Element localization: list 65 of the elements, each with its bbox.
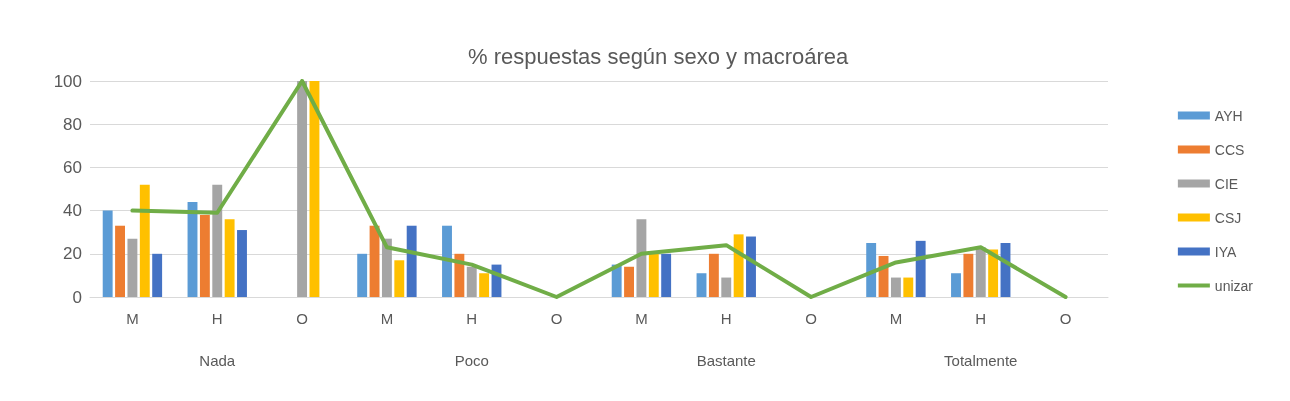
- bar: [127, 238, 138, 297]
- x-tick-label: M: [126, 310, 139, 327]
- text: Nada: [199, 352, 236, 369]
- bar: [442, 225, 452, 297]
- bar: [237, 230, 247, 297]
- bar: [102, 210, 113, 297]
- x-tick-label: M: [635, 310, 648, 327]
- text: Totalmente: [944, 352, 1018, 369]
- bar: [394, 260, 405, 297]
- legend-label: CIE: [1214, 175, 1239, 192]
- x-tick-label: H: [466, 310, 478, 327]
- bar: [381, 238, 392, 297]
- bar: [636, 219, 647, 297]
- bar: [406, 225, 417, 297]
- bar: [115, 225, 125, 297]
- legend-label: IYA: [1214, 243, 1238, 260]
- text: Poco: [454, 352, 489, 369]
- bar: [152, 253, 163, 297]
- bar: [199, 214, 210, 297]
- y-tick-label: 0: [72, 287, 82, 307]
- bar: [139, 184, 150, 297]
- x-tick-label: M: [889, 310, 903, 327]
- legend-label: unizar: [1214, 277, 1254, 294]
- bar: [988, 249, 999, 297]
- bar: [357, 253, 368, 297]
- bar: [696, 273, 707, 297]
- bar: [297, 81, 308, 297]
- y-tick-label: 20: [63, 244, 82, 264]
- bar: [951, 273, 961, 297]
- text: Bastante: [696, 352, 756, 369]
- chart-title: % respuestas según sexo y macroárea: [468, 43, 850, 69]
- x-tick-label: H: [975, 310, 987, 327]
- legend-label: AYH: [1214, 107, 1243, 124]
- bar: [915, 240, 926, 297]
- bar: [212, 184, 223, 297]
- bar: [479, 273, 490, 297]
- y-tick-label: 60: [63, 157, 82, 177]
- bar: [466, 266, 477, 297]
- x-tick-label: O: [1059, 310, 1072, 327]
- x-tick-label: O: [805, 310, 817, 327]
- x-tick-label: H: [211, 310, 223, 327]
- bar: [648, 253, 659, 297]
- bar: [454, 253, 465, 297]
- bar: [866, 243, 877, 297]
- bar: [746, 236, 756, 297]
- y-tick-label: 100: [53, 71, 82, 91]
- y-tick-label: 80: [63, 114, 82, 134]
- x-tick-label: M: [380, 310, 394, 327]
- y-tick-label: 40: [63, 201, 82, 221]
- legend-label: CSJ: [1214, 209, 1242, 226]
- bar: [661, 253, 672, 297]
- bar: [903, 277, 914, 297]
- bar: [624, 266, 634, 297]
- bar: [890, 277, 901, 297]
- bar: [708, 253, 719, 297]
- legend-label: CCS: [1214, 141, 1245, 158]
- x-tick-label: O: [550, 310, 563, 327]
- x-tick-label: O: [296, 310, 308, 327]
- bar: [963, 253, 974, 297]
- bar: [975, 247, 986, 297]
- bar: [721, 277, 732, 297]
- bar: [733, 234, 744, 297]
- bar: [224, 219, 235, 297]
- line-series: [130, 79, 1068, 299]
- x-tick-label: H: [720, 310, 732, 327]
